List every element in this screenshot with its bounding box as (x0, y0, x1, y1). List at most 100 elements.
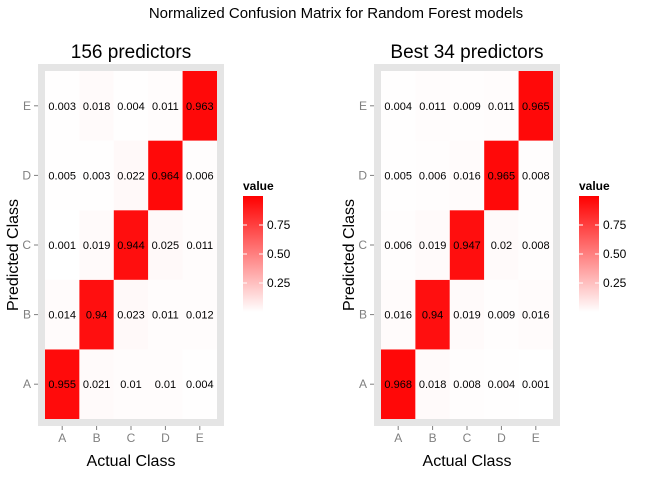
heatmap-cell (449, 279, 485, 350)
heatmap-cell (45, 349, 80, 419)
panel-title: Best 34 predictors (390, 42, 543, 63)
cell-value-label: 0.016 (522, 310, 550, 322)
cell-value-label: 0.965 (522, 101, 550, 113)
cell-value-label: 0.016 (384, 310, 412, 322)
cell-value-label: 0.003 (83, 170, 111, 182)
cell-value-label: 0.94 (422, 310, 443, 322)
heatmap-cell (45, 210, 80, 280)
cell-value-label: 0.023 (117, 310, 145, 322)
cell-value-label: 0.944 (117, 240, 145, 252)
heatmap-cell (148, 71, 183, 141)
legend-tick-label: 0.50 (603, 247, 627, 261)
heatmap-cell (79, 210, 114, 280)
cell-value-label: 0.004 (488, 379, 516, 391)
cell-value-label: 0.963 (186, 101, 214, 113)
heatmap-cell (381, 210, 416, 280)
x-axis-title: Actual Class (423, 453, 512, 470)
heatmap-cell (148, 349, 183, 419)
cell-value-label: 0.025 (152, 240, 180, 252)
cell-value-label: 0.006 (186, 170, 214, 182)
cell-value-label: 0.012 (186, 310, 214, 322)
heatmap-cell (484, 210, 519, 280)
heatmap-cell (518, 210, 553, 280)
heatmap-cell (79, 279, 114, 350)
x-tick-label: A (394, 431, 402, 445)
heatmap-cell (381, 140, 416, 211)
legend-tick-label: 0.75 (267, 218, 291, 232)
heatmap-cell (182, 140, 217, 211)
x-tick-label: E (196, 431, 204, 445)
x-tick-label: C (463, 431, 472, 445)
y-tick-label: A (23, 377, 31, 391)
cell-value-label: 0.022 (117, 170, 145, 182)
heatmap-cell (484, 279, 519, 350)
cell-value-label: 0.021 (83, 379, 111, 391)
figure-title: Normalized Confusion Matrix for Random F… (149, 5, 523, 22)
cell-value-label: 0.01 (155, 379, 176, 391)
heatmap-cell (113, 210, 149, 280)
cell-value-label: 0.018 (83, 101, 111, 113)
cell-value-label: 0.02 (491, 240, 512, 252)
legend-tick-label: 0.25 (267, 276, 291, 290)
heatmap-cell (182, 210, 217, 280)
heatmap-panel-2: Best 34 predictors 0.968 0.018 0.008 0.004 0.… (341, 42, 627, 470)
cell-value-label: 0.964 (152, 170, 180, 182)
heatmap-cell (113, 140, 149, 211)
panel-title: 156 predictors (71, 42, 191, 63)
heatmap-cell (484, 71, 519, 141)
x-tick-label: C (127, 431, 136, 445)
y-tick-label: E (23, 99, 31, 113)
heatmap-cell (381, 349, 416, 419)
cell-value-label: 0.008 (522, 170, 550, 182)
cell-value-label: 0.001 (522, 379, 550, 391)
cell-value-label: 0.003 (48, 101, 76, 113)
heatmap-cell (148, 140, 183, 211)
cell-value-label: 0.011 (488, 101, 515, 113)
cell-value-label: 0.001 (48, 240, 76, 252)
heatmap-cell (182, 349, 217, 419)
legend-tick-label: 0.75 (603, 218, 627, 232)
legend-colorbar (579, 196, 599, 312)
heatmap-cell (148, 279, 183, 350)
y-tick-label: C (22, 238, 31, 252)
cell-value-label: 0.009 (488, 310, 516, 322)
heatmap-cell (484, 140, 519, 211)
y-axis-title: Predicted Class (341, 199, 358, 311)
x-tick-label: B (93, 431, 101, 445)
heatmap-cell (484, 349, 519, 419)
heatmap-cell (381, 279, 416, 350)
legend-tick-label: 0.50 (267, 247, 291, 261)
heatmap-cell (182, 279, 217, 350)
heatmap-cell (148, 210, 183, 280)
cell-value-label: 0.019 (453, 310, 481, 322)
color-legend: value 0.75 0.50 0.25 (579, 179, 627, 312)
heatmap-cell (45, 140, 80, 211)
heatmap-cell (449, 210, 485, 280)
heatmap-cell (518, 71, 553, 141)
x-tick-label: D (497, 431, 506, 445)
heatmap-cell (449, 349, 485, 419)
heatmap-cell (45, 71, 80, 141)
y-tick-label: D (22, 168, 31, 182)
heatmap-cell (449, 71, 485, 141)
x-tick-label: A (58, 431, 66, 445)
cell-value-label: 0.008 (522, 240, 550, 252)
heatmap-cell (415, 140, 450, 211)
cell-value-label: 0.004 (117, 101, 145, 113)
y-tick-label: C (358, 238, 367, 252)
heatmap-cell (113, 71, 149, 141)
cell-value-label: 0.008 (453, 379, 481, 391)
heatmap-cell (518, 140, 553, 211)
heatmap-panel-1: 156 predictors 0.955 0.021 0.01 0.01 0.004 0.0… (5, 42, 291, 470)
cell-value-label: 0.005 (48, 170, 76, 182)
cell-value-label: 0.011 (152, 310, 179, 322)
cell-value-label: 0.01 (120, 379, 141, 391)
cell-value-label: 0.018 (419, 379, 447, 391)
heatmap-cell (415, 349, 450, 419)
y-tick-label: A (359, 377, 367, 391)
heatmap-cell (79, 71, 114, 141)
legend-title: value (243, 179, 274, 193)
heatmap-cell (79, 349, 114, 419)
cell-value-label: 0.019 (83, 240, 111, 252)
